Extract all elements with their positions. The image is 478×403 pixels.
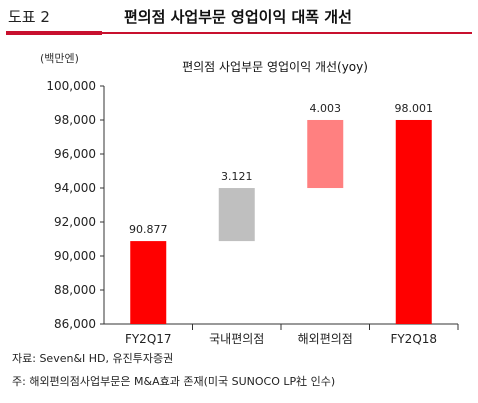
figure-header: 도표 2 편의점 사업부문 영업이익 대폭 개선: [6, 2, 472, 38]
data-label: 98.001: [395, 102, 434, 115]
bar: [218, 188, 255, 242]
x-tick-label: 해외편의점: [298, 332, 353, 346]
x-tick-label: 국내편의점: [209, 332, 264, 346]
figure-title: 편의점 사업부문 영업이익 대폭 개선: [124, 8, 352, 26]
y-tick-label: 96,000: [54, 147, 96, 161]
header-divider: [6, 31, 472, 35]
y-tick-label: 100,000: [46, 79, 96, 93]
y-tick-label: 90,000: [54, 249, 96, 263]
bar: [130, 241, 167, 324]
header-accent-bar: [6, 31, 102, 35]
footnote: 주: 해외편의점사업부문은 M&A효과 존재(미국 SUNOCO LP社 인수): [12, 375, 336, 388]
data-label: 3.121: [221, 170, 253, 183]
x-tick-label: FY2Q17: [125, 332, 172, 346]
y-tick-label: 92,000: [54, 215, 96, 229]
bar: [307, 119, 344, 189]
data-label: 4.003: [310, 102, 342, 115]
y-axis-unit-label: (백만엔): [40, 52, 79, 65]
chart-title: 편의점 사업부문 영업이익 개선(yoy): [182, 60, 368, 74]
data-label: 90.877: [129, 223, 168, 236]
y-tick-label: 88,000: [54, 283, 96, 297]
figure-label: 도표 2: [8, 8, 50, 26]
bar: [395, 119, 432, 324]
y-tick-label: 94,000: [54, 181, 96, 195]
y-tick-label: 98,000: [54, 113, 96, 127]
y-tick-label: 86,000: [54, 317, 96, 331]
x-tick-label: FY2Q18: [390, 332, 437, 346]
source-note: 자료: Seven&I HD, 유진투자증권: [12, 352, 174, 365]
